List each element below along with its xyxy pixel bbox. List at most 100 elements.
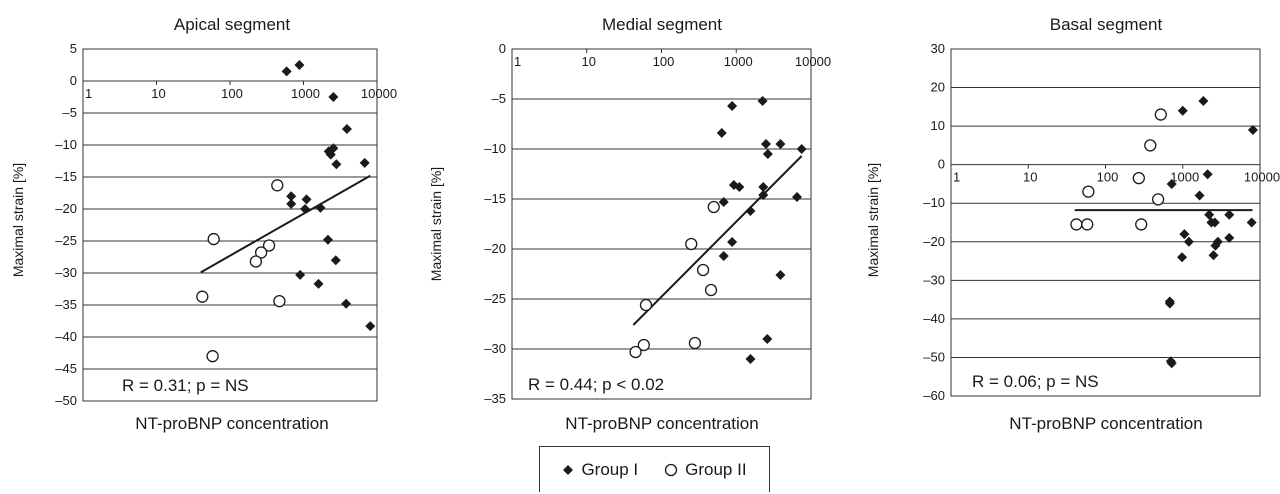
point-group-ii: [639, 298, 653, 312]
y-tick-label: –5: [492, 91, 506, 106]
legend-label: Group II: [685, 459, 747, 479]
point-group-i: [762, 149, 773, 159]
x-tick-label: 100: [1097, 170, 1119, 185]
legend-label: Group I: [581, 459, 639, 479]
point-group-i: [365, 321, 376, 332]
y-tick-label: –50: [55, 393, 77, 408]
x-tick-label: 1000: [724, 54, 753, 69]
point-group-ii: [707, 200, 720, 214]
y-axis-label: Maximal strain [%]: [10, 163, 26, 277]
point-group-i: [1166, 358, 1177, 369]
circle-icon: [664, 463, 678, 476]
x-tick-label: 1: [514, 54, 521, 69]
point-group-i: [1246, 217, 1257, 228]
point-group-ii: [207, 232, 220, 246]
y-tick-label: –40: [55, 329, 77, 344]
chart-title: Medial segment: [602, 15, 722, 34]
point-group-i: [718, 251, 729, 261]
point-group-i: [1204, 209, 1215, 220]
point-group-i: [762, 334, 773, 344]
y-tick-label: –20: [484, 241, 506, 256]
point-group-ii: [1154, 108, 1167, 121]
point-group-ii: [704, 283, 718, 297]
point-group-i: [796, 144, 807, 154]
point-group-i: [1198, 96, 1209, 107]
y-tick-label: –10: [55, 137, 77, 152]
chart-apical: Apical segment NT-proBNP concentration M…: [10, 15, 397, 433]
legend: Group I Group II: [539, 446, 770, 492]
point-group-i: [331, 159, 342, 170]
point-group-i: [1183, 236, 1194, 247]
point-group-i: [758, 190, 769, 200]
x-tick-label: 10000: [795, 54, 831, 69]
point-group-i: [1208, 250, 1219, 261]
point-group-i: [716, 128, 727, 138]
chart-title: Basal segment: [1050, 15, 1163, 34]
point-group-ii: [271, 179, 284, 192]
point-group-ii: [262, 239, 276, 252]
plot-area: [82, 48, 378, 402]
point-group-i: [341, 124, 352, 134]
point-group-ii: [196, 290, 209, 303]
x-tick-label: 1000: [291, 86, 320, 101]
diamond-icon: [563, 464, 574, 475]
point-group-ii: [273, 295, 286, 308]
point-group-i: [1247, 124, 1258, 135]
point-group-ii: [685, 237, 698, 251]
point-group-i: [1177, 105, 1188, 116]
y-tick-label: –15: [55, 169, 77, 184]
point-group-i: [718, 197, 729, 207]
chart-title: Apical segment: [174, 15, 291, 34]
point-group-i: [1177, 252, 1188, 263]
legend-entry-group-2: Group II: [664, 459, 747, 480]
y-tick-label: 0: [70, 73, 77, 88]
y-tick-label: 20: [931, 80, 945, 95]
point-group-i: [330, 255, 341, 266]
point-group-i: [745, 206, 756, 216]
point-group-i: [1210, 240, 1221, 251]
point-group-i: [328, 92, 339, 102]
y-tick-label: 30: [931, 41, 945, 56]
y-tick-label: –30: [484, 341, 506, 356]
x-tick-label: 1000: [1170, 170, 1199, 185]
chart-basal: Basal segment NT-proBNP concentration Ma…: [865, 15, 1280, 433]
y-tick-label: 5: [70, 41, 77, 56]
point-group-i: [775, 139, 786, 149]
point-group-i: [301, 194, 312, 205]
x-tick-label: 1: [85, 86, 92, 101]
point-group-i: [1202, 169, 1213, 180]
point-group-ii: [696, 263, 710, 277]
y-axis-label: Maximal strain [%]: [865, 163, 881, 277]
x-tick-label: 10: [151, 86, 165, 101]
point-group-i: [359, 157, 370, 168]
x-tick-label: 100: [221, 86, 243, 101]
point-group-ii: [249, 255, 263, 268]
point-group-i: [1194, 190, 1205, 201]
point-group-i: [286, 198, 297, 209]
y-tick-label: 0: [938, 157, 945, 172]
y-tick-label: –10: [484, 141, 506, 156]
y-axis-label: Maximal strain [%]: [428, 167, 444, 281]
y-tick-label: 0: [499, 41, 506, 56]
plot-area: [950, 48, 1261, 397]
stats-annotation: R = 0.44; p < 0.02: [528, 375, 664, 394]
chart-medial: Medial segment NT-proBNP concentration M…: [428, 15, 831, 433]
point-group-i: [792, 192, 803, 202]
x-tick-label: 10: [1023, 170, 1037, 185]
point-group-ii: [1144, 139, 1157, 152]
y-tick-label: –50: [923, 349, 945, 364]
x-axis-label: NT-proBNP concentration: [565, 414, 758, 433]
point-group-i: [313, 278, 324, 289]
y-tick-label: 10: [931, 118, 945, 133]
point-group-i: [734, 182, 745, 192]
y-tick-label: –5: [63, 105, 77, 120]
stats-annotation: R = 0.31; p = NS: [122, 376, 249, 395]
point-group-i: [286, 191, 297, 202]
point-group-i: [315, 202, 326, 213]
point-group-i: [1224, 209, 1235, 220]
point-group-i: [775, 270, 786, 280]
legend-entry-group-1: Group I: [562, 460, 638, 480]
point-group-i: [745, 354, 756, 364]
y-tick-label: –45: [55, 361, 77, 376]
point-group-ii: [1135, 218, 1148, 231]
